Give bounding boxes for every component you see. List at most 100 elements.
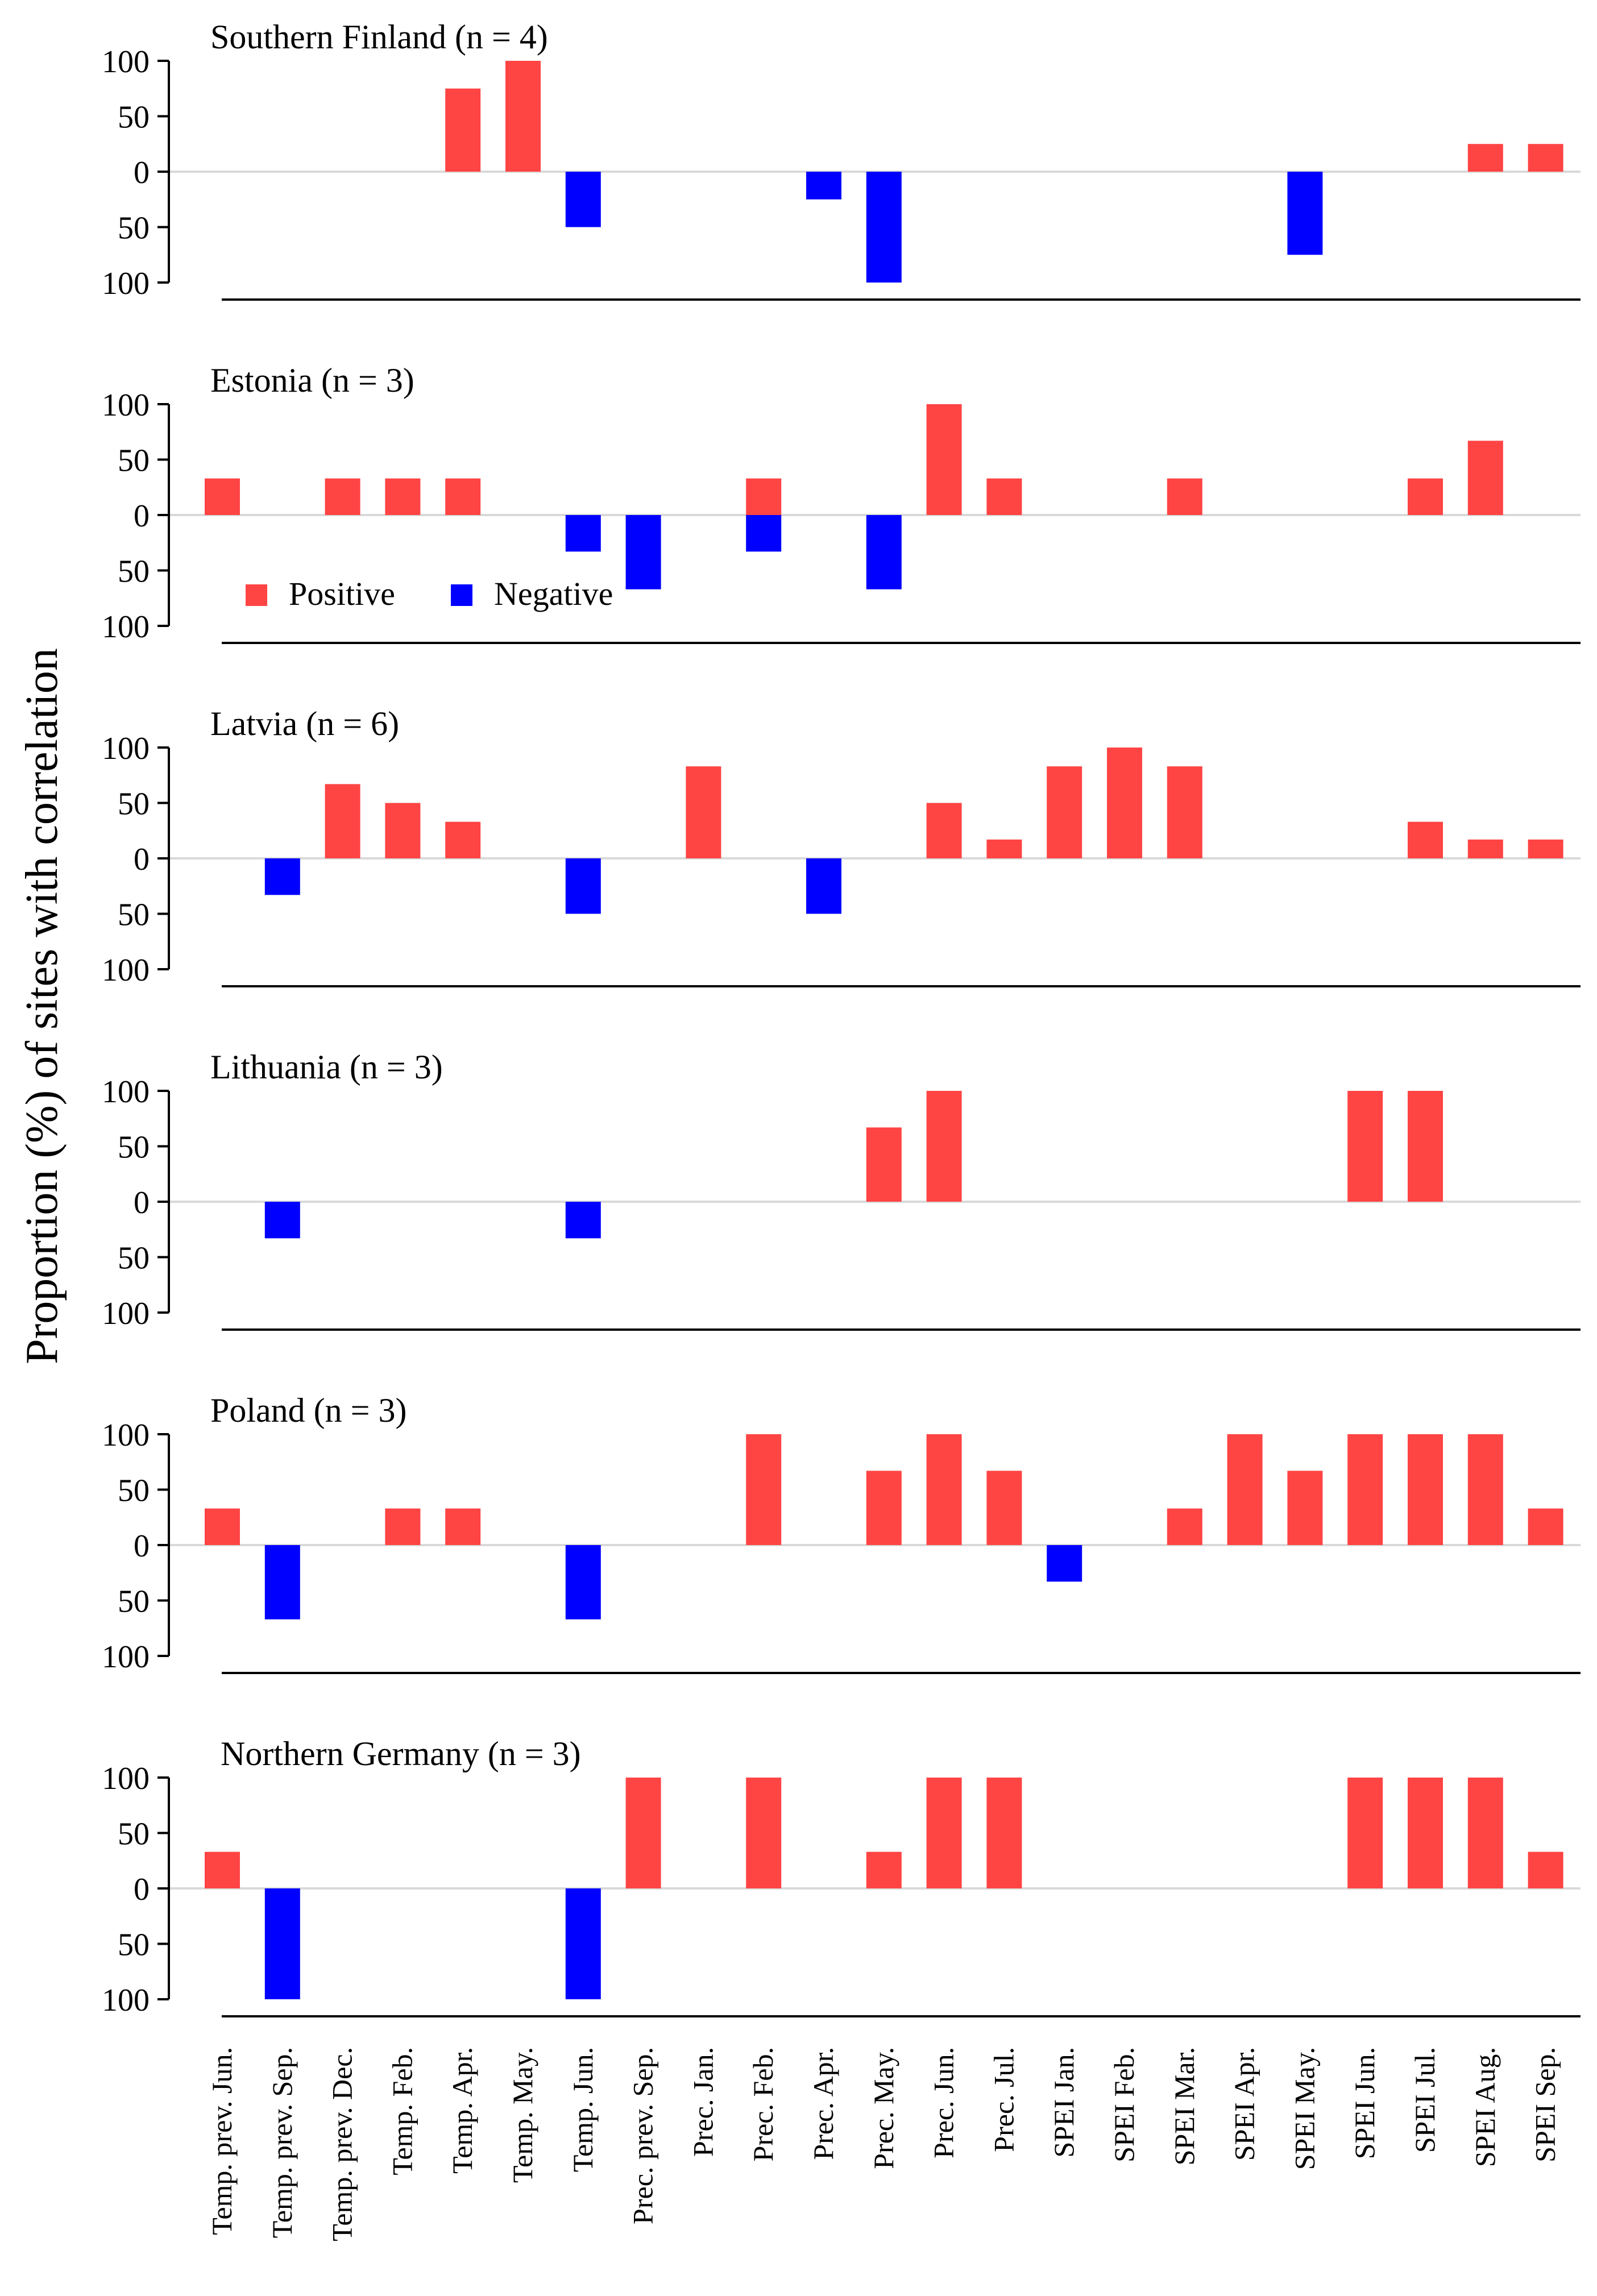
x-tick-label: Prec. Apr. xyxy=(807,2047,839,2160)
bar-negative xyxy=(565,858,601,914)
bar-positive xyxy=(866,1127,902,1202)
bar-negative xyxy=(806,858,841,914)
bar-positive xyxy=(445,88,481,172)
bar-negative xyxy=(565,172,601,227)
panel-title: Southern Finland (n = 4) xyxy=(210,18,548,56)
bar-positive xyxy=(325,784,360,858)
y-tick-label: 100 xyxy=(102,388,150,423)
y-tick-label: 50 xyxy=(118,898,150,933)
panel-1: 100 50 0 50 100 Southern Finland (n = 4) xyxy=(102,18,1581,301)
y-tick-label: 0 xyxy=(134,1872,150,1907)
bar-positive xyxy=(205,1851,240,1888)
bar-positive xyxy=(866,1471,902,1545)
x-tick-label: Prec. May. xyxy=(868,2047,899,2169)
bar-negative xyxy=(565,1202,601,1239)
bar-positive xyxy=(1528,839,1563,858)
bar-negative xyxy=(264,1545,300,1620)
bar-positive xyxy=(686,766,721,858)
x-tick-label: Prec. Jun. xyxy=(928,2047,960,2158)
x-tick-label: SPEI Apr. xyxy=(1229,2047,1260,2161)
panel-5: 100 50 0 50 100 Poland (n = 3) xyxy=(102,1392,1581,1675)
bar-positive xyxy=(1347,1778,1383,1888)
x-tick-label: Temp. Apr. xyxy=(446,2047,478,2174)
y-tick-label: 100 xyxy=(102,1639,150,1675)
bar-positive xyxy=(1528,144,1563,172)
panel-title: Poland (n = 3) xyxy=(210,1392,406,1429)
x-tick-label: Temp. May. xyxy=(507,2047,538,2183)
legend-label: Positive xyxy=(289,575,395,612)
x-tick-label: SPEI Jul. xyxy=(1409,2047,1441,2153)
x-tick-label: SPEI Feb. xyxy=(1108,2047,1140,2162)
panel-title: Estonia (n = 3) xyxy=(210,362,414,399)
x-tick-label: SPEI Mar. xyxy=(1168,2047,1200,2165)
y-tick-label: 50 xyxy=(118,1928,150,1963)
x-tick-label: SPEI Jun. xyxy=(1349,2047,1380,2159)
bar-positive xyxy=(325,478,360,515)
bar-positive xyxy=(205,1508,240,1545)
x-tick-label: SPEI Sep. xyxy=(1529,2047,1561,2162)
bar-positive xyxy=(986,478,1022,515)
bar-positive xyxy=(385,478,421,515)
bar-negative xyxy=(866,515,902,589)
bar-positive xyxy=(926,1091,962,1202)
bar-positive xyxy=(986,839,1022,858)
y-tick-label: 100 xyxy=(102,266,150,301)
y-tick-label: 50 xyxy=(118,1241,150,1276)
bar-negative xyxy=(1047,1545,1082,1582)
y-tick-label: 50 xyxy=(118,1130,150,1165)
panel-3: 100 50 0 50 100 Latvia (n = 6) xyxy=(102,705,1581,988)
x-tick-label: SPEI May. xyxy=(1288,2047,1320,2170)
bar-negative xyxy=(1287,172,1323,255)
panel-title: Lithuania (n = 3) xyxy=(210,1048,443,1086)
bar-positive xyxy=(1467,441,1503,515)
bar-positive xyxy=(445,821,481,858)
bar-negative xyxy=(746,515,782,552)
y-tick-label: 50 xyxy=(118,100,150,135)
bar-positive xyxy=(445,1508,481,1545)
legend: Positive Negative xyxy=(246,575,613,612)
y-tick-label: 0 xyxy=(134,499,150,534)
panel-title: Northern Germany (n = 3) xyxy=(221,1735,581,1772)
x-tick-label: Prec. Feb. xyxy=(747,2047,779,2161)
y-axis-label: Proportion (%) of sites with correlation xyxy=(17,648,67,1364)
bar-negative xyxy=(264,1888,300,1999)
y-tick-label: 50 xyxy=(118,554,150,589)
bar-positive xyxy=(1047,766,1082,858)
y-tick-label: 100 xyxy=(102,731,150,766)
bar-positive xyxy=(1467,1778,1503,1888)
x-tick-label: Temp. prev. Jun. xyxy=(206,2047,238,2235)
bar-positive xyxy=(986,1778,1022,1888)
bar-positive xyxy=(926,1434,962,1545)
bar-positive xyxy=(746,1434,782,1545)
y-tick-label: 100 xyxy=(102,609,150,645)
bar-positive xyxy=(1167,1508,1202,1545)
bar-negative xyxy=(866,172,902,283)
legend-swatch xyxy=(246,584,267,606)
x-tick-label: Prec. prev. Sep. xyxy=(627,2047,659,2224)
bar-positive xyxy=(385,803,421,858)
y-tick-label: 0 xyxy=(134,155,150,190)
y-tick-label: 100 xyxy=(102,1296,150,1331)
bar-positive xyxy=(1227,1434,1263,1545)
bar-negative xyxy=(264,858,300,895)
panels: 100 50 0 50 100 Southern Finland (n = 4) 100 50… xyxy=(102,18,1581,2018)
x-tick-label: Temp. Feb. xyxy=(386,2047,418,2175)
y-tick-label: 50 xyxy=(118,1584,150,1620)
x-tick-label: SPEI Jan. xyxy=(1048,2047,1080,2157)
legend-swatch xyxy=(451,584,472,606)
bar-positive xyxy=(926,1778,962,1888)
panel-2: 100 50 0 50 100 Estonia (n = 3) xyxy=(102,362,1581,645)
x-tick-label: Prec. Jan. xyxy=(687,2047,719,2157)
bar-positive xyxy=(1528,1851,1563,1888)
bar-positive xyxy=(1167,766,1202,858)
y-tick-label: 0 xyxy=(134,1529,150,1564)
bar-negative xyxy=(264,1202,300,1239)
x-axis-labels: Temp. prev. Jun. Temp. prev. Sep. Temp. pr… xyxy=(206,2047,1561,2241)
bar-positive xyxy=(986,1471,1022,1545)
y-tick-label: 100 xyxy=(102,1983,150,2018)
bar-positive xyxy=(1347,1434,1383,1545)
y-tick-label: 50 xyxy=(118,1473,150,1509)
bar-negative xyxy=(565,1888,601,1999)
y-tick-label: 50 xyxy=(118,787,150,822)
